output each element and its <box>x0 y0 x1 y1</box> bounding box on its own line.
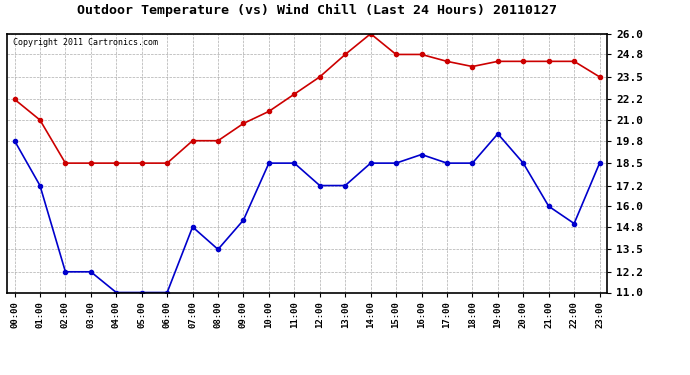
Text: Copyright 2011 Cartronics.com: Copyright 2011 Cartronics.com <box>13 38 158 46</box>
Text: Outdoor Temperature (vs) Wind Chill (Last 24 Hours) 20110127: Outdoor Temperature (vs) Wind Chill (Las… <box>77 4 558 17</box>
